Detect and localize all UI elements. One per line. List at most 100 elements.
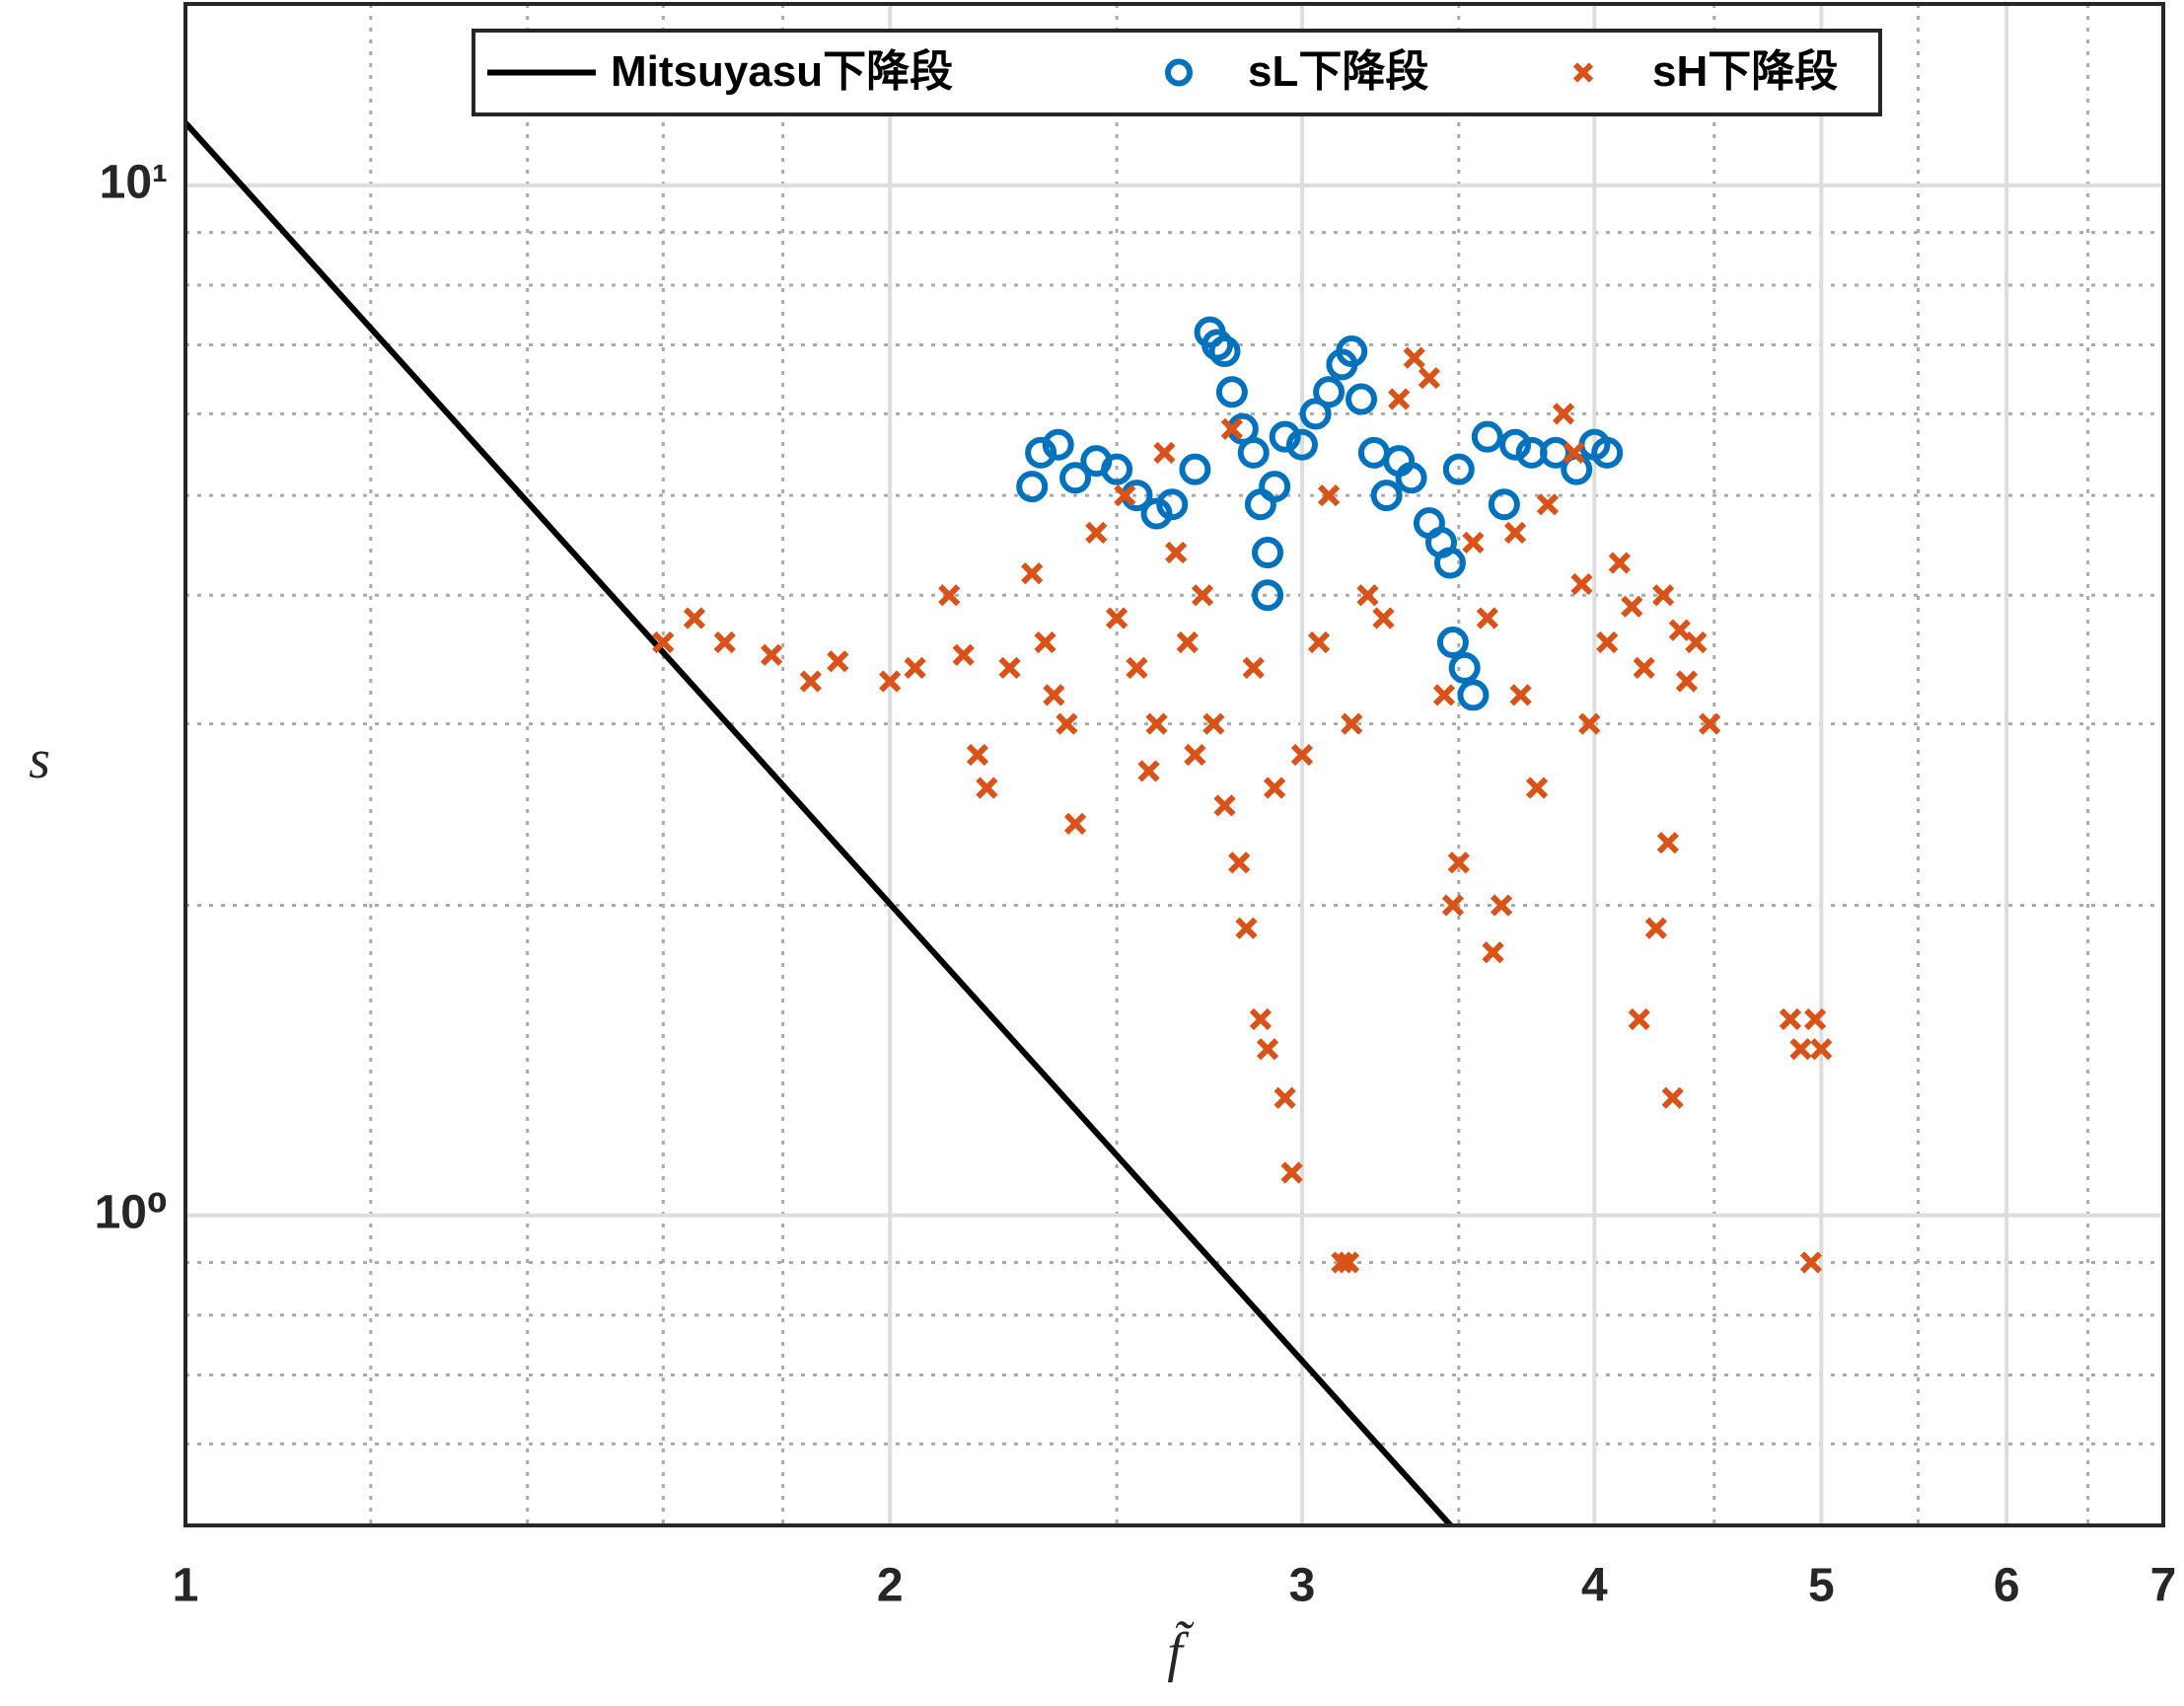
point [1101, 453, 1133, 485]
point [1591, 436, 1624, 469]
point [1337, 1251, 1360, 1274]
point [966, 743, 989, 767]
legend-label: Mitsuyasu下降段 [611, 47, 953, 96]
point [827, 650, 849, 673]
point [1249, 1007, 1273, 1031]
point [1656, 832, 1680, 854]
point [1208, 335, 1241, 368]
point [1441, 894, 1465, 917]
point [879, 670, 902, 693]
point [904, 656, 926, 680]
point [1034, 630, 1056, 654]
point [1490, 894, 1513, 917]
point [1043, 684, 1065, 706]
point [1482, 941, 1504, 964]
point [1525, 777, 1549, 799]
point [1476, 607, 1498, 630]
axes-box [183, 2, 2165, 1527]
point [1346, 383, 1378, 415]
point [1021, 562, 1044, 585]
point [1563, 441, 1585, 464]
point [1331, 1251, 1353, 1274]
point [1290, 743, 1314, 767]
point [1016, 471, 1049, 503]
point [1184, 743, 1206, 767]
point [1403, 346, 1425, 369]
point [1357, 436, 1390, 469]
point [1803, 1007, 1827, 1031]
point [1179, 453, 1211, 485]
point [1274, 1086, 1296, 1109]
legend: Mitsuyasu下降段 sL下降段 sH下降段 [472, 29, 1882, 116]
point [1137, 760, 1160, 782]
legend-label: sL下降段 [1248, 47, 1428, 96]
point [1242, 656, 1265, 680]
point [1215, 376, 1248, 408]
point [938, 584, 961, 607]
point [1462, 531, 1485, 554]
point [1145, 712, 1168, 735]
point [1280, 1161, 1303, 1184]
point [683, 607, 706, 630]
point [1235, 917, 1258, 939]
point [1436, 627, 1469, 659]
point [1388, 388, 1411, 410]
point [952, 643, 975, 666]
point [761, 643, 783, 666]
x-tick-label: 3 [1289, 1560, 1316, 1612]
point [1509, 684, 1532, 706]
point [1307, 630, 1331, 654]
point [1447, 852, 1470, 874]
legend-swatch [1572, 62, 1594, 83]
y-tick-label: 10⁰ [95, 1186, 168, 1238]
point [1228, 852, 1251, 874]
point [1499, 428, 1532, 461]
x-axis-label: f̃ [1167, 1620, 1195, 1683]
point [1570, 572, 1593, 596]
point [1140, 497, 1173, 530]
point [1202, 712, 1225, 735]
point [1789, 1038, 1812, 1061]
point [1213, 794, 1236, 817]
point [1336, 335, 1368, 368]
point [1578, 712, 1601, 735]
point [1418, 367, 1441, 390]
point [1651, 584, 1675, 607]
point [1153, 441, 1176, 464]
point [1165, 541, 1188, 564]
point [1042, 428, 1074, 461]
point [1675, 670, 1699, 693]
point [1370, 480, 1403, 512]
point [1540, 436, 1572, 469]
point [998, 656, 1021, 680]
point [1317, 483, 1341, 507]
point [652, 630, 675, 654]
x-tick-label: 1 [173, 1560, 199, 1612]
x-tick-label: 2 [877, 1560, 904, 1612]
y-tick-label: 10¹ [100, 156, 168, 208]
x-tick-label: 4 [1581, 1560, 1608, 1612]
point [1085, 521, 1108, 545]
legend-swatch [1165, 58, 1193, 87]
point [1252, 537, 1284, 569]
plot-area [185, 120, 1833, 1525]
point [1263, 777, 1286, 799]
y-axis-label: s [29, 729, 50, 790]
x-tick-label: 6 [1994, 1560, 2020, 1612]
point [1552, 403, 1575, 425]
point [1779, 1007, 1802, 1031]
point [1799, 1251, 1823, 1274]
point [1259, 471, 1291, 503]
point [1341, 712, 1363, 735]
point [1063, 812, 1087, 835]
legend-label: sH下降段 [1652, 47, 1838, 96]
point [1256, 1038, 1279, 1061]
point [1059, 462, 1092, 494]
point [1220, 417, 1244, 440]
point [1471, 420, 1503, 453]
point [799, 670, 822, 693]
point [1644, 917, 1667, 939]
point [1105, 607, 1128, 630]
point [1608, 552, 1631, 574]
